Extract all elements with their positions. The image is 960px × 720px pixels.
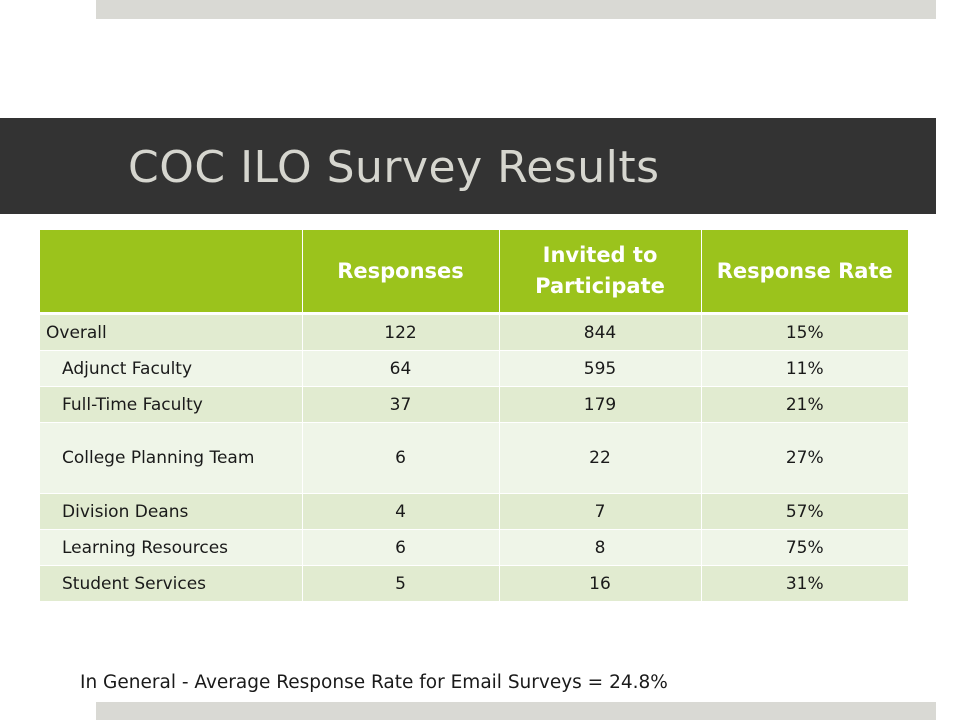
header-responses: Responses xyxy=(302,230,500,315)
row-rate: 27% xyxy=(701,422,908,494)
row-rate: 11% xyxy=(701,350,908,387)
bottom-accent-bar xyxy=(96,702,936,720)
row-label: Adjunct Faculty xyxy=(40,350,303,387)
row-invited: 844 xyxy=(499,313,702,351)
table-row: Division Deans 4 7 57% xyxy=(40,493,908,530)
table-row: Student Services 5 16 31% xyxy=(40,565,908,602)
row-label: Learning Resources xyxy=(40,529,303,566)
row-label: Full-Time Faculty xyxy=(40,386,303,423)
row-invited: 7 xyxy=(499,493,702,530)
row-responses: 5 xyxy=(302,565,500,602)
row-responses: 122 xyxy=(302,313,500,351)
row-invited: 8 xyxy=(499,529,702,566)
row-rate: 57% xyxy=(701,493,908,530)
header-invited: Invited to Participate xyxy=(499,230,702,315)
row-invited: 595 xyxy=(499,350,702,387)
row-label: College Planning Team xyxy=(40,422,303,494)
row-responses: 4 xyxy=(302,493,500,530)
slide-title: COC ILO Survey Results xyxy=(128,142,660,193)
row-responses: 64 xyxy=(302,350,500,387)
row-rate: 31% xyxy=(701,565,908,602)
title-band xyxy=(0,118,936,214)
table-row: Learning Resources 6 8 75% xyxy=(40,529,908,566)
header-corner-cell xyxy=(40,230,303,315)
survey-results-table: Responses Invited to Participate Respons… xyxy=(40,230,908,602)
top-accent-bar xyxy=(96,0,936,19)
row-rate: 15% xyxy=(701,313,908,351)
row-invited: 16 xyxy=(499,565,702,602)
row-label: Division Deans xyxy=(40,493,303,530)
footnote: In General - Average Response Rate for E… xyxy=(80,672,668,693)
row-invited: 22 xyxy=(499,422,702,494)
row-responses: 37 xyxy=(302,386,500,423)
table-row: Adjunct Faculty 64 595 11% xyxy=(40,350,908,387)
table-row: Overall 122 844 15% xyxy=(40,313,908,351)
row-rate: 21% xyxy=(701,386,908,423)
row-label: Student Services xyxy=(40,565,303,602)
table-row: Full-Time Faculty 37 179 21% xyxy=(40,386,908,423)
row-responses: 6 xyxy=(302,422,500,494)
row-responses: 6 xyxy=(302,529,500,566)
row-rate: 75% xyxy=(701,529,908,566)
table-row: College Planning Team 6 22 27% xyxy=(40,422,908,494)
table-header-row: Responses Invited to Participate Respons… xyxy=(40,230,908,315)
row-label: Overall xyxy=(40,313,303,351)
row-invited: 179 xyxy=(499,386,702,423)
header-response-rate: Response Rate xyxy=(701,230,908,315)
